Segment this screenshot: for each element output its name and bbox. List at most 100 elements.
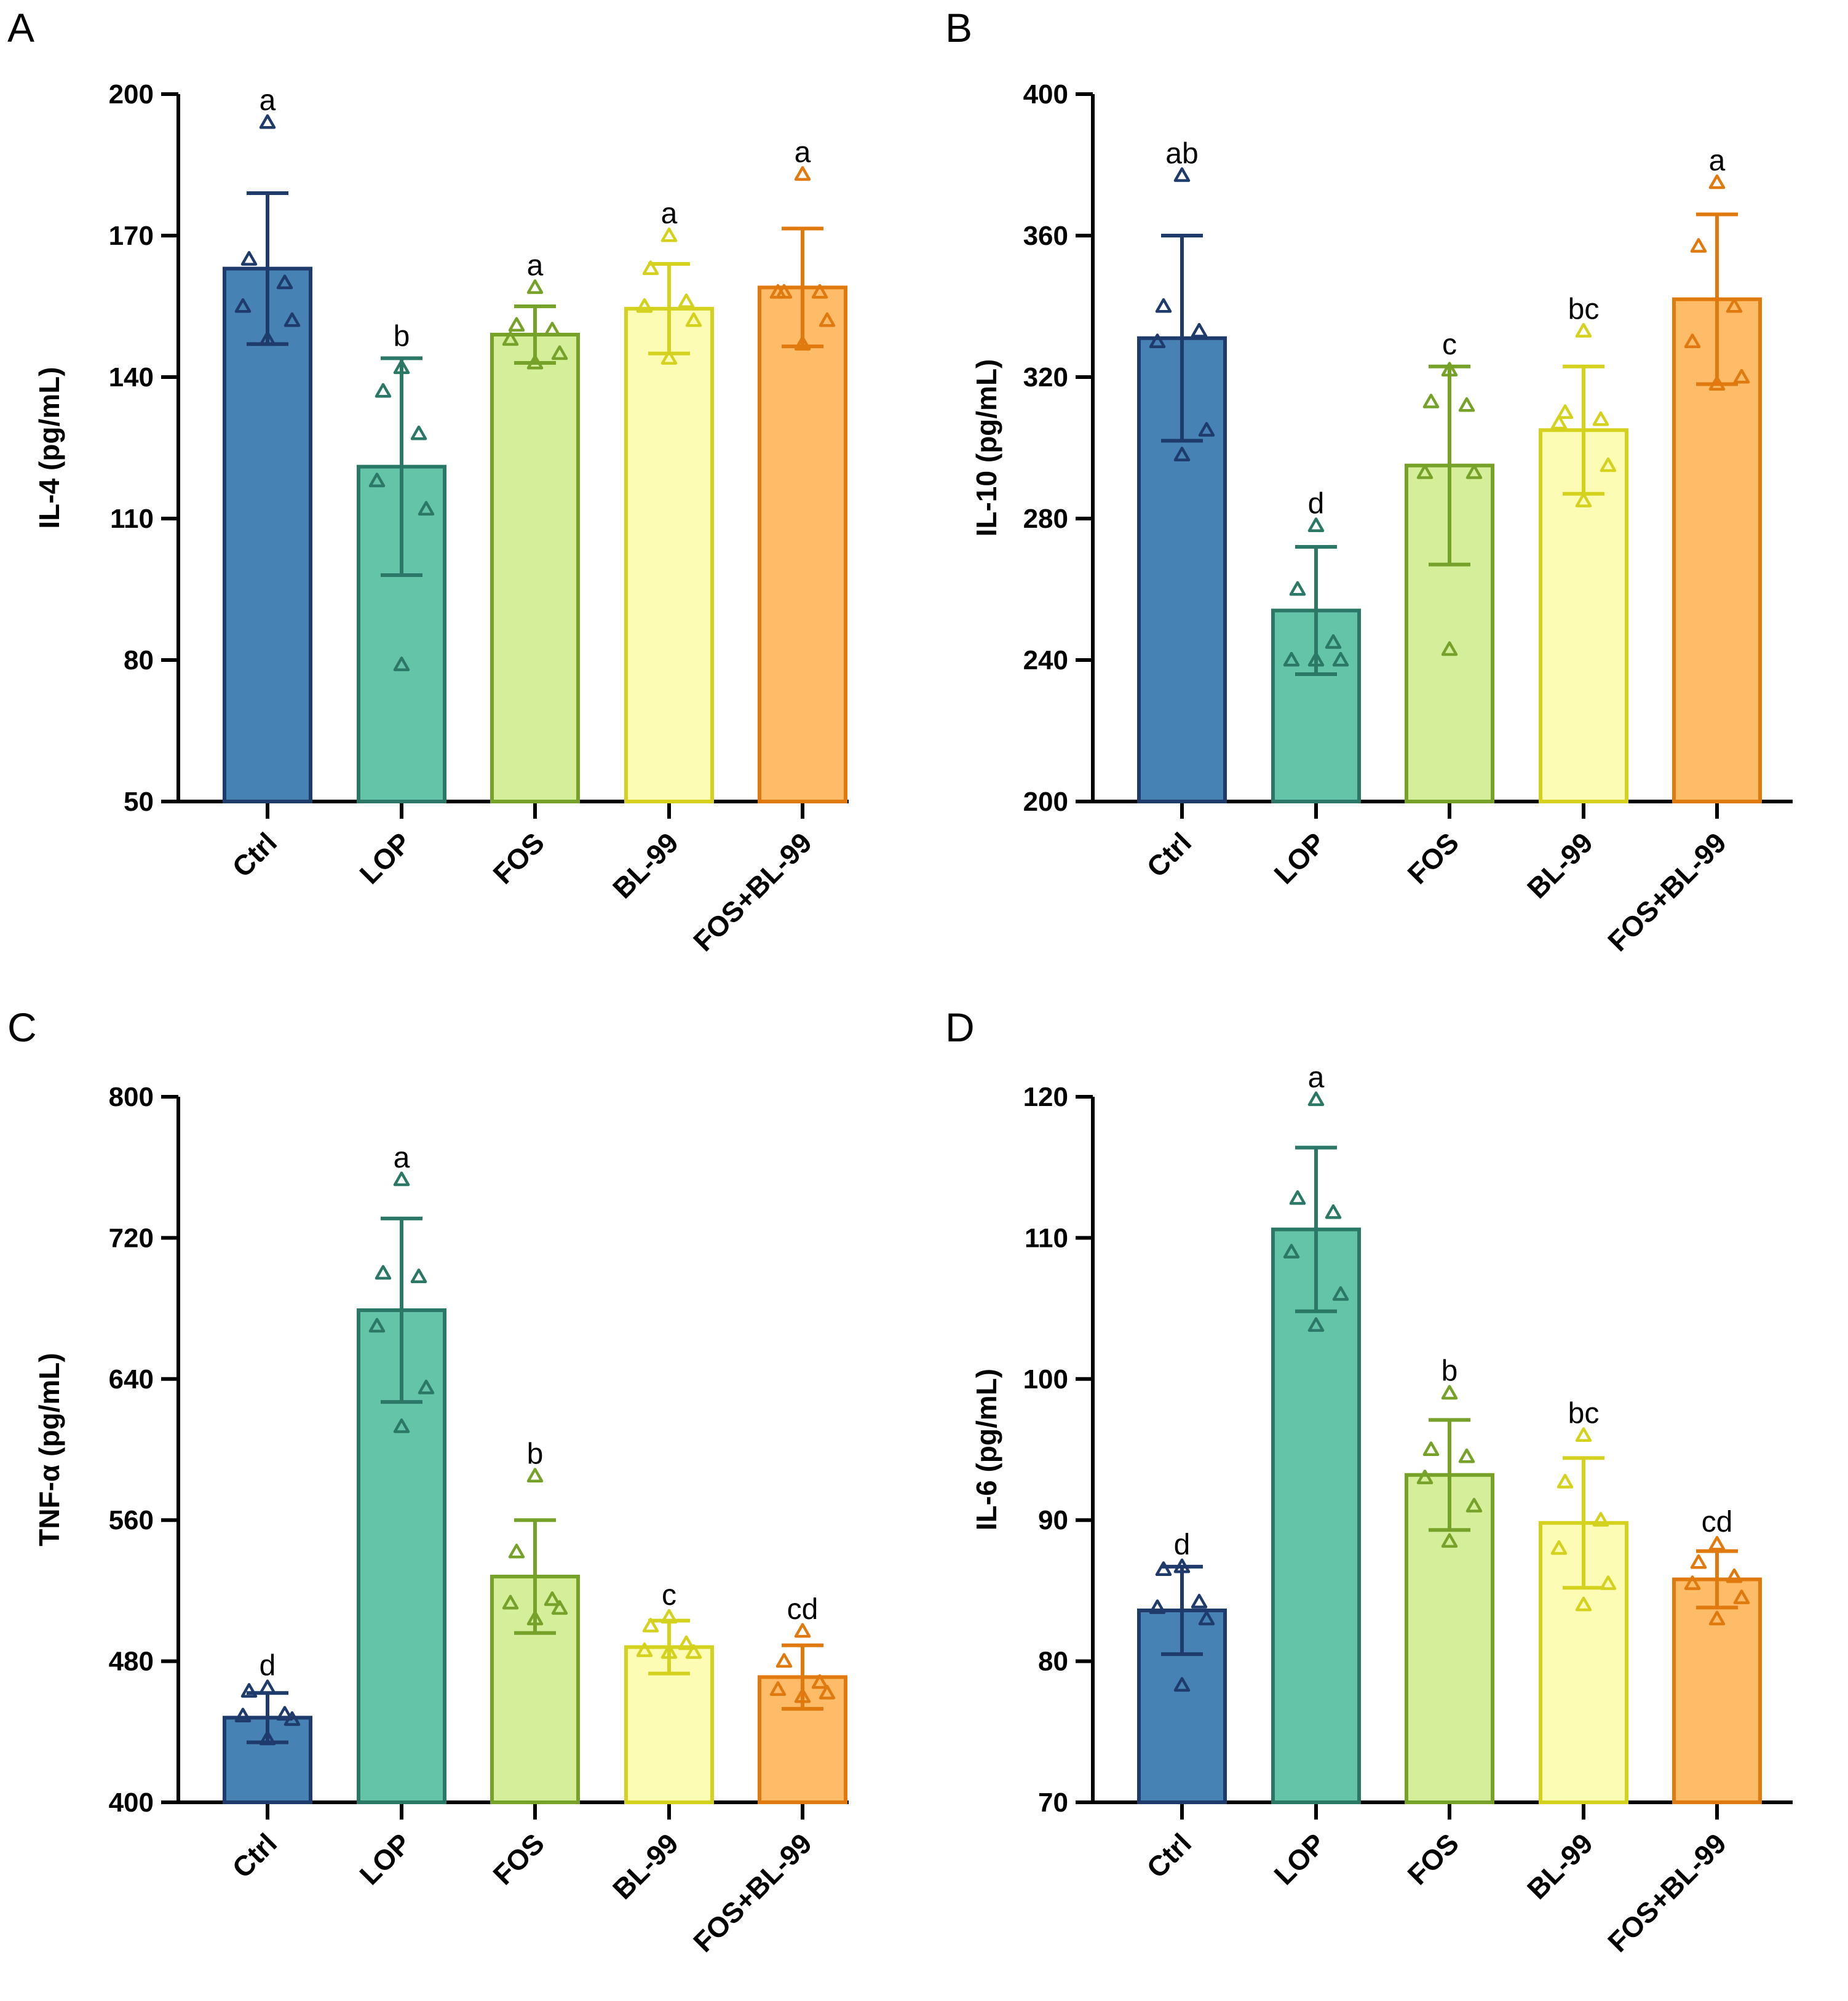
data-point: [526, 1610, 544, 1626]
y-tick-label: 640: [109, 1364, 154, 1394]
significance-letter: ab: [1165, 137, 1198, 170]
bar-fos: [490, 333, 580, 803]
data-point: [1149, 333, 1166, 348]
significance-letter: b: [1442, 1355, 1458, 1388]
bar-bl-99: [624, 306, 714, 804]
data-point: [502, 331, 519, 346]
data-point: [1600, 1575, 1617, 1590]
data-point: [375, 1265, 392, 1280]
data-point: [1441, 1533, 1458, 1548]
data-point: [660, 1609, 678, 1624]
y-axis-title: IL-4 (pg/mL): [33, 367, 65, 528]
data-point: [1198, 1610, 1215, 1626]
data-point: [393, 1418, 410, 1433]
category-label: Ctrl: [1140, 1827, 1197, 1884]
data-point: [393, 656, 410, 672]
data-point: [1307, 651, 1325, 667]
y-tick-label: 360: [1023, 221, 1068, 251]
data-point: [1307, 1091, 1325, 1107]
data-point: [418, 501, 435, 516]
significance-letter: b: [527, 1438, 544, 1471]
category-label: Ctrl: [226, 826, 283, 883]
data-point: [819, 312, 836, 327]
data-point: [794, 1688, 811, 1703]
data-point: [811, 1674, 828, 1689]
significance-letter: d: [1174, 1529, 1191, 1561]
data-point: [1441, 362, 1458, 376]
data-point: [1684, 1575, 1701, 1590]
data-point: [1575, 493, 1592, 507]
data-point: [1458, 397, 1475, 412]
data-point: [1173, 447, 1191, 461]
y-tick-label: 100: [1023, 1364, 1068, 1394]
data-point: [393, 359, 410, 375]
data-point: [1173, 1677, 1191, 1692]
data-point: [375, 383, 392, 398]
data-point: [1557, 1474, 1574, 1489]
category-label: FOS+BL-99: [687, 1827, 818, 1958]
data-point: [368, 472, 386, 488]
y-tick-label: 400: [1023, 79, 1068, 109]
y-tick-label: 560: [109, 1505, 154, 1535]
data-point: [1416, 1470, 1434, 1484]
data-point: [1575, 323, 1592, 338]
data-point: [794, 336, 811, 351]
data-point: [1600, 457, 1617, 472]
data-point: [636, 298, 653, 313]
y-tick-label: 80: [124, 645, 154, 675]
y-tick-label: 80: [1038, 1647, 1068, 1677]
data-point: [551, 345, 568, 360]
y-tick-label: 240: [1023, 645, 1068, 675]
y-tick-label: 320: [1023, 362, 1068, 392]
data-point: [234, 298, 252, 313]
data-point: [410, 1268, 427, 1283]
category-label: Ctrl: [226, 1827, 283, 1884]
y-axis-title: TNF-α (pg/mL): [33, 1353, 65, 1546]
data-point: [551, 1600, 568, 1615]
significance-letter: c: [1442, 328, 1457, 361]
category-label: FOS+BL-99: [1601, 826, 1732, 957]
category-label: BL-99: [606, 1827, 684, 1905]
data-point: [1458, 1448, 1475, 1463]
bar-fos-bl-99: [758, 285, 847, 804]
data-point: [410, 425, 427, 440]
data-point: [1684, 333, 1701, 348]
y-axis-title: IL-10 (pg/mL): [970, 359, 1002, 537]
significance-letter: a: [661, 197, 678, 230]
significance-letter: b: [394, 320, 410, 352]
y-tick-label: 720: [109, 1223, 154, 1253]
data-point: [794, 166, 811, 181]
chart-panel-c: C TNF-α (pg/mL) 400 480 560 640 720 800 d Ctrl a LO…: [7, 1004, 849, 1958]
data-point: [636, 1642, 653, 1657]
panel-letter: B: [945, 5, 972, 50]
significance-letter: a: [795, 136, 811, 169]
data-point: [276, 1706, 293, 1721]
category-label: BL-99: [606, 826, 684, 904]
data-point: [1575, 1427, 1592, 1442]
data-point: [769, 284, 787, 299]
data-point: [1289, 1190, 1306, 1205]
significance-letter: bc: [1568, 293, 1600, 325]
data-point: [259, 1730, 276, 1746]
data-point: [1325, 634, 1342, 649]
data-point: [685, 312, 702, 327]
data-point: [1325, 1204, 1342, 1219]
data-point: [1173, 167, 1191, 182]
data-point: [259, 1679, 276, 1695]
data-point: [234, 1708, 252, 1722]
y-tick-label: 170: [109, 221, 154, 251]
data-point: [393, 1171, 410, 1187]
data-point: [508, 317, 525, 332]
data-point: [1441, 641, 1458, 656]
category-label: FOS: [486, 1827, 550, 1891]
data-point: [1592, 1511, 1609, 1527]
data-point: [1690, 1554, 1707, 1569]
data-point: [368, 1318, 386, 1333]
category-label: FOS+BL-99: [687, 826, 818, 957]
data-point: [1708, 376, 1726, 391]
significance-letter: d: [1308, 488, 1325, 520]
data-point: [678, 293, 695, 308]
data-point: [1575, 1596, 1592, 1612]
category-label: FOS: [486, 826, 550, 890]
